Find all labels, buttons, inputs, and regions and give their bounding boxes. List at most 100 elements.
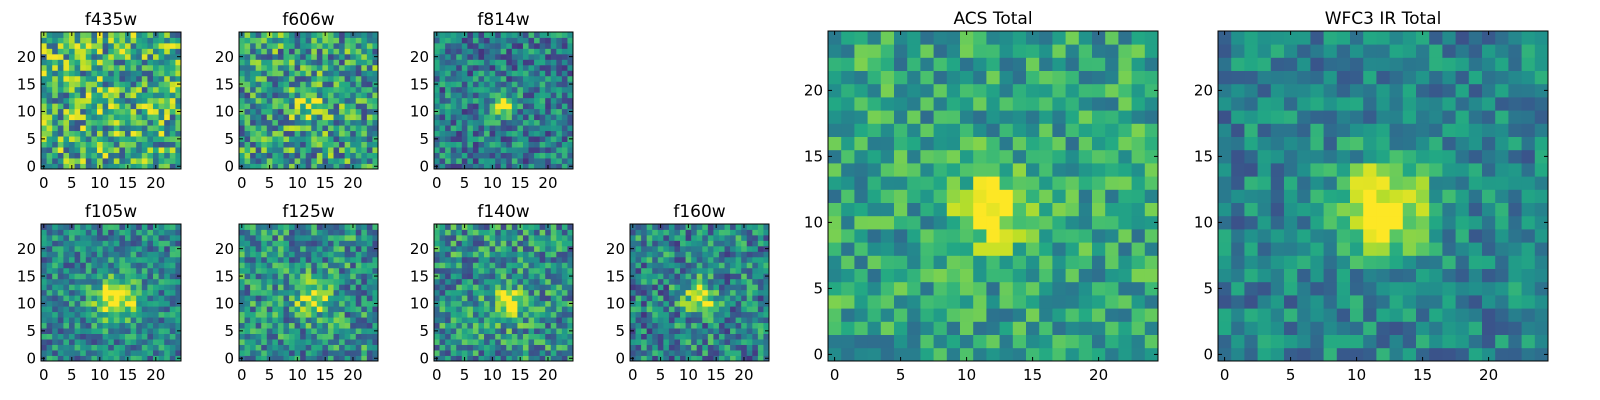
heatmap-cell bbox=[894, 334, 908, 349]
heatmap-cell bbox=[445, 92, 452, 99]
heatmap-cell bbox=[311, 114, 318, 121]
heatmap-cell bbox=[986, 242, 1000, 256]
heatmap-cell bbox=[175, 141, 182, 148]
heatmap-cell bbox=[366, 240, 373, 247]
heatmap-cell bbox=[250, 37, 257, 44]
heatmap-cell bbox=[973, 189, 987, 203]
heatmap-cell bbox=[141, 245, 148, 252]
heatmap-cell bbox=[472, 108, 479, 115]
heatmap-cell bbox=[635, 273, 642, 280]
heatmap-cell bbox=[500, 103, 507, 110]
heatmap-cell bbox=[522, 70, 529, 77]
heatmap-cell bbox=[973, 308, 987, 322]
heatmap-cell bbox=[339, 273, 346, 280]
heatmap-cell bbox=[691, 229, 698, 236]
heatmap-cell bbox=[272, 339, 279, 345]
heatmap-cell bbox=[261, 256, 268, 263]
heatmap-cell bbox=[91, 344, 98, 351]
heatmap-cell bbox=[305, 256, 312, 263]
heatmap-cell bbox=[685, 256, 692, 263]
heatmap-cell bbox=[713, 267, 720, 274]
heatmap-cell bbox=[933, 281, 948, 296]
heatmap-cell bbox=[74, 130, 81, 137]
heatmap-cell bbox=[461, 86, 468, 93]
heatmap-cell bbox=[663, 317, 670, 324]
heatmap-cell bbox=[175, 103, 182, 110]
heatmap-cell bbox=[261, 278, 268, 285]
heatmap-cell bbox=[472, 136, 479, 142]
heatmap-cell bbox=[294, 103, 301, 110]
heatmap-cell bbox=[125, 59, 131, 66]
heatmap-cell bbox=[316, 42, 323, 49]
heatmap-cell bbox=[74, 37, 81, 44]
heatmap-cell bbox=[102, 317, 109, 324]
heatmap-cell bbox=[434, 317, 440, 324]
heatmap-cell bbox=[668, 306, 675, 313]
heatmap-cell bbox=[702, 240, 709, 247]
heatmap-cell bbox=[691, 273, 698, 280]
heatmap-cell bbox=[757, 224, 764, 230]
heatmap-cell bbox=[80, 256, 87, 263]
heatmap-cell bbox=[239, 229, 245, 236]
heatmap-cell bbox=[130, 339, 137, 345]
heatmap-cell bbox=[350, 97, 357, 104]
heatmap-cell bbox=[344, 86, 351, 93]
heatmap-cell bbox=[74, 273, 81, 280]
heatmap-cell bbox=[1092, 189, 1106, 203]
heatmap-cell bbox=[333, 158, 340, 164]
heatmap-cell bbox=[311, 317, 318, 324]
heatmap-cell bbox=[153, 141, 159, 148]
heatmap-cell bbox=[164, 125, 171, 132]
heatmap-cell bbox=[534, 240, 541, 247]
heatmap-cell bbox=[277, 240, 284, 247]
heatmap-cell bbox=[472, 295, 479, 302]
heatmap-cell bbox=[272, 251, 279, 258]
heatmap-cell bbox=[322, 306, 329, 313]
heatmap-cell bbox=[119, 32, 126, 38]
heatmap-cell bbox=[1131, 202, 1146, 217]
heatmap-cell bbox=[244, 147, 251, 153]
heatmap-cell bbox=[322, 103, 329, 110]
heatmap-cell bbox=[522, 322, 529, 329]
heatmap-cell bbox=[46, 350, 53, 356]
heatmap-cell bbox=[169, 48, 176, 55]
heatmap-cell bbox=[277, 289, 284, 296]
heatmap-cell bbox=[316, 322, 323, 329]
heatmap-cell bbox=[1065, 321, 1080, 335]
heatmap-cell bbox=[305, 322, 312, 329]
heatmap-cell bbox=[311, 59, 318, 66]
heatmap-cell bbox=[344, 240, 351, 247]
heatmap-cell bbox=[52, 256, 59, 263]
heatmap-cell bbox=[250, 328, 257, 334]
heatmap-cell bbox=[1118, 163, 1132, 177]
heatmap-cell bbox=[511, 103, 518, 110]
heatmap-cell bbox=[294, 136, 301, 142]
heatmap-cell bbox=[333, 97, 340, 104]
heatmap-cell bbox=[372, 114, 379, 121]
heatmap-cell bbox=[316, 300, 323, 307]
heatmap-cell bbox=[511, 114, 518, 121]
heatmap-cell bbox=[445, 284, 452, 291]
heatmap-cell bbox=[561, 53, 568, 60]
heatmap-cell bbox=[696, 289, 703, 296]
heatmap-cell bbox=[125, 75, 131, 82]
heatmap-cell bbox=[500, 97, 507, 104]
heatmap-cell bbox=[556, 108, 563, 115]
heatmap-cell bbox=[316, 245, 323, 252]
heatmap-cell bbox=[333, 42, 340, 49]
heatmap-cell bbox=[113, 355, 120, 362]
heatmap-cell bbox=[1144, 202, 1159, 217]
heatmap-cell bbox=[539, 81, 546, 88]
heatmap-cell bbox=[907, 334, 921, 349]
heatmap-cell bbox=[344, 355, 351, 362]
heatmap-cell bbox=[266, 141, 273, 148]
y-tick-label: 5 bbox=[224, 130, 234, 148]
heatmap-cell bbox=[63, 152, 70, 159]
heatmap-cell bbox=[456, 163, 463, 170]
heatmap-cell bbox=[506, 339, 513, 345]
heatmap-cell bbox=[517, 158, 524, 164]
heatmap-cell bbox=[495, 284, 502, 291]
axes-frame bbox=[238, 223, 379, 362]
heatmap-cell bbox=[63, 240, 70, 247]
